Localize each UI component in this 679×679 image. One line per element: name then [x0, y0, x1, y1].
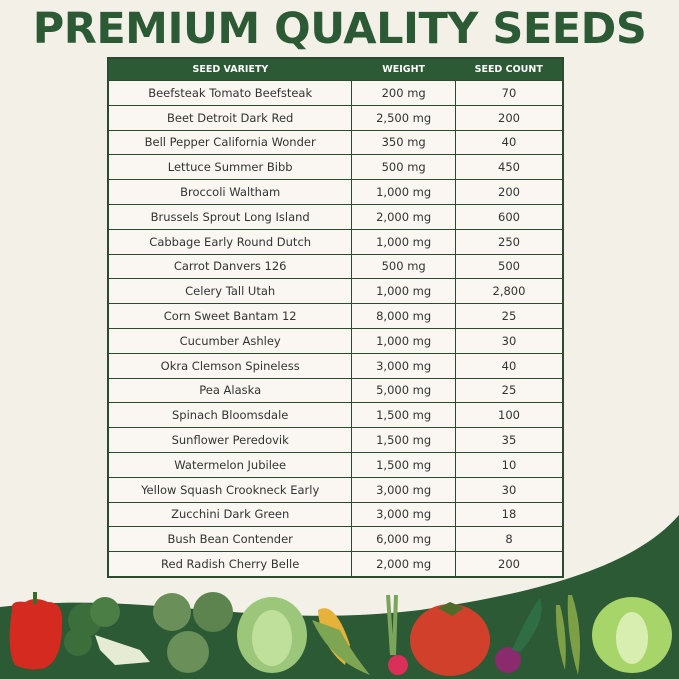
seed-variety-cell: Okra Clemson Spineless — [107, 352, 353, 379]
weight-cell: 3,000 mg — [351, 476, 456, 503]
corn-icon — [312, 608, 370, 675]
seed-variety-cell: Bush Bean Contender — [107, 526, 353, 553]
seed-variety-cell: Broccoli Waltham — [107, 179, 353, 205]
table-row: Bell Pepper California Wonder 350 mg 40 — [107, 129, 564, 156]
weight-cell: 3,000 mg — [351, 352, 456, 379]
seed-count-cell: 250 — [454, 228, 564, 255]
seed-count-cell: 200 — [454, 551, 564, 578]
seed-variety-cell: Bell Pepper California Wonder — [107, 129, 353, 156]
seed-variety-cell: Spinach Bloomsdale — [107, 402, 353, 429]
okra-icon — [555, 595, 580, 675]
seed-count-cell: 450 — [454, 154, 564, 181]
table-row: Spinach Bloomsdale 1,500 mg 100 — [107, 402, 564, 429]
seed-variety-cell: Corn Sweet Bantam 12 — [107, 303, 353, 329]
seed-count-cell: 200 — [454, 179, 564, 205]
cabbage-icon — [237, 597, 307, 673]
seed-variety-cell: Lettuce Summer Bibb — [107, 154, 353, 181]
seed-count-cell: 25 — [454, 377, 564, 404]
weight-cell: 8,000 mg — [351, 303, 456, 329]
weight-cell: 2,500 mg — [351, 104, 456, 131]
weight-cell: 500 mg — [351, 253, 456, 280]
seed-count-cell: 2,800 — [454, 278, 564, 305]
weight-cell: 6,000 mg — [351, 526, 456, 553]
table-row: Sunflower Peredovik 1,500 mg 35 — [107, 427, 564, 453]
weight-cell: 1,000 mg — [351, 327, 456, 354]
seed-variety-cell: Sunflower Peredovik — [107, 427, 353, 453]
seed-count-cell: 70 — [454, 80, 564, 106]
seed-table: SEED VARIETY WEIGHT SEED COUNT Beefsteak… — [107, 57, 564, 578]
seed-variety-cell: Cabbage Early Round Dutch — [107, 228, 353, 255]
seed-variety-cell: Carrot Danvers 126 — [107, 253, 353, 280]
weight-cell: 2,000 mg — [351, 551, 456, 578]
seed-count-cell: 200 — [454, 104, 564, 131]
weight-cell: 5,000 mg — [351, 377, 456, 404]
seed-count-cell: 40 — [454, 352, 564, 379]
seed-count-cell: 35 — [454, 427, 564, 453]
vegetable-illustrations — [9, 592, 672, 676]
seed-variety-cell: Yellow Squash Crookneck Early — [107, 476, 353, 503]
table-row: Red Radish Cherry Belle 2,000 mg 200 — [107, 551, 564, 578]
seed-count-cell: 40 — [454, 129, 564, 156]
seed-variety-cell: Pea Alaska — [107, 377, 353, 404]
table-row: Zucchini Dark Green 3,000 mg 18 — [107, 501, 564, 528]
table-row: Cabbage Early Round Dutch 1,000 mg 250 — [107, 228, 564, 255]
table-row: Broccoli Waltham 1,000 mg 200 — [107, 179, 564, 205]
seed-count-cell: 100 — [454, 402, 564, 429]
seed-variety-cell: Beefsteak Tomato Beefsteak — [107, 80, 353, 106]
header-weight: WEIGHT — [351, 58, 456, 81]
tomato-icon — [410, 602, 490, 676]
header-seed-count: SEED COUNT — [455, 58, 563, 81]
table-row: Watermelon Jubilee 1,500 mg 10 — [107, 451, 564, 478]
seed-variety-cell: Beet Detroit Dark Red — [107, 104, 353, 131]
weight-cell: 1,500 mg — [351, 427, 456, 453]
seed-count-cell: 10 — [454, 451, 564, 478]
seed-variety-cell: Zucchini Dark Green — [107, 501, 353, 528]
weight-cell: 1,500 mg — [351, 402, 456, 429]
weight-cell: 500 mg — [351, 154, 456, 181]
table-row: Okra Clemson Spineless 3,000 mg 40 — [107, 352, 564, 379]
lettuce-icon — [592, 597, 672, 673]
seed-variety-cell: Watermelon Jubilee — [107, 451, 353, 478]
table-row: Beefsteak Tomato Beefsteak 200 mg 70 — [107, 80, 564, 106]
table-row: Celery Tall Utah 1,000 mg 2,800 — [107, 278, 564, 305]
page-title: PREMIUM QUALITY SEEDS — [32, 4, 647, 54]
seed-count-cell: 18 — [454, 501, 564, 528]
table-row: Cucumber Ashley 1,000 mg 30 — [107, 327, 564, 354]
beet-icon — [495, 598, 542, 673]
seed-count-cell: 25 — [454, 303, 564, 329]
seed-variety-cell: Brussels Sprout Long Island — [107, 203, 353, 230]
weight-cell: 2,000 mg — [351, 203, 456, 230]
header-seed-variety: SEED VARIETY — [108, 58, 352, 81]
table-row: Brussels Sprout Long Island 2,000 mg 600 — [107, 203, 564, 230]
weight-cell: 1,000 mg — [351, 278, 456, 305]
weight-cell: 3,000 mg — [351, 501, 456, 528]
brussels-sprouts-icon — [153, 592, 233, 673]
seed-variety-cell: Celery Tall Utah — [107, 278, 353, 305]
table-row: Pea Alaska 5,000 mg 25 — [107, 377, 564, 404]
table-row: Bush Bean Contender 6,000 mg 8 — [107, 526, 564, 553]
seed-count-cell: 8 — [454, 526, 564, 553]
seed-count-cell: 500 — [454, 253, 564, 280]
table-header-row: SEED VARIETY WEIGHT SEED COUNT — [108, 58, 563, 81]
radish-icon — [386, 594, 408, 675]
seed-variety-cell: Red Radish Cherry Belle — [107, 551, 353, 578]
broccoli-icon — [64, 597, 150, 665]
seed-count-cell: 30 — [454, 327, 564, 354]
table-row: Corn Sweet Bantam 12 8,000 mg 25 — [107, 303, 564, 329]
table-row: Lettuce Summer Bibb 500 mg 450 — [107, 154, 564, 181]
table-row: Carrot Danvers 126 500 mg 500 — [107, 253, 564, 280]
weight-cell: 200 mg — [351, 80, 456, 106]
seed-count-cell: 30 — [454, 476, 564, 503]
weight-cell: 1,000 mg — [351, 179, 456, 205]
bell-pepper-icon — [9, 592, 63, 670]
weight-cell: 350 mg — [351, 129, 456, 156]
seed-count-cell: 600 — [454, 203, 564, 230]
weight-cell: 1,500 mg — [351, 451, 456, 478]
table-row: Beet Detroit Dark Red 2,500 mg 200 — [107, 104, 564, 131]
weight-cell: 1,000 mg — [351, 228, 456, 255]
table-row: Yellow Squash Crookneck Early 3,000 mg 30 — [107, 476, 564, 503]
seed-variety-cell: Cucumber Ashley — [107, 327, 353, 354]
